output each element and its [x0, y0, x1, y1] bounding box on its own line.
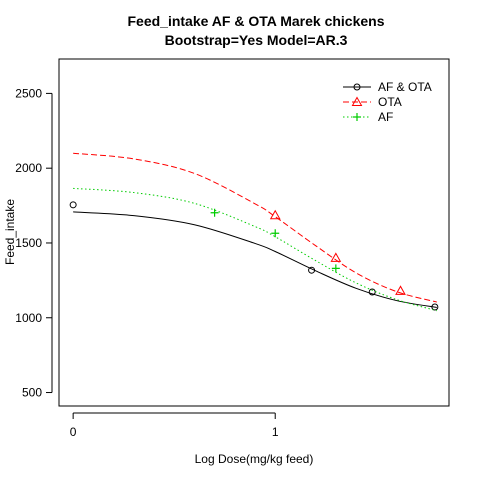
- x-axis-label: Log Dose(mg/kg feed): [195, 452, 314, 466]
- legend-label-ota: OTA: [378, 95, 402, 109]
- series-line-ota: [73, 152, 438, 303]
- series-af: [73, 187, 438, 312]
- series-line-af: [73, 187, 438, 312]
- chart-title: Feed_intake AF & OTA Marek chickens: [127, 13, 384, 29]
- legend-marker-af-ota: [353, 83, 361, 91]
- y-axis: 500 1000 1500 2000 2500: [15, 86, 53, 400]
- legend-marker-af: [353, 113, 361, 121]
- y-tick-label-2: 1500: [15, 236, 42, 250]
- data-point-af-ota-3: [431, 303, 439, 311]
- series-line-af-ota: [73, 211, 437, 308]
- plot-frame: [58, 58, 450, 407]
- data-point-af-ota-1: [308, 266, 316, 274]
- y-tick-label-3: 2000: [15, 161, 42, 175]
- y-tick-label-0: 500: [22, 386, 42, 400]
- data-point-af-0: [210, 208, 219, 217]
- data-point-af-ota-2: [368, 288, 376, 296]
- data-point-ota-0: [269, 209, 281, 220]
- series-af-ota: [69, 201, 439, 311]
- data-point-af-ota-0: [69, 201, 77, 209]
- x-tick-label-0: 0: [70, 425, 77, 439]
- series-ota: [73, 152, 438, 303]
- data-point-ota-2: [395, 285, 406, 295]
- y-tick-label-1: 1000: [15, 311, 42, 325]
- data-point-af-2: [331, 264, 340, 273]
- y-axis-label: Feed_intake: [3, 199, 17, 265]
- y-tick-label-4: 2500: [15, 86, 42, 100]
- legend-marker-ota: [351, 96, 363, 106]
- series-layer: [69, 152, 439, 312]
- data-point-ota-1: [330, 252, 342, 262]
- legend-label-af: AF: [378, 110, 393, 124]
- x-tick-label-1: 1: [272, 425, 279, 439]
- legend-label-af-ota: AF & OTA: [378, 80, 432, 94]
- chart-subtitle: Bootstrap=Yes Model=AR.3: [165, 32, 348, 48]
- data-point-af-1: [271, 229, 280, 238]
